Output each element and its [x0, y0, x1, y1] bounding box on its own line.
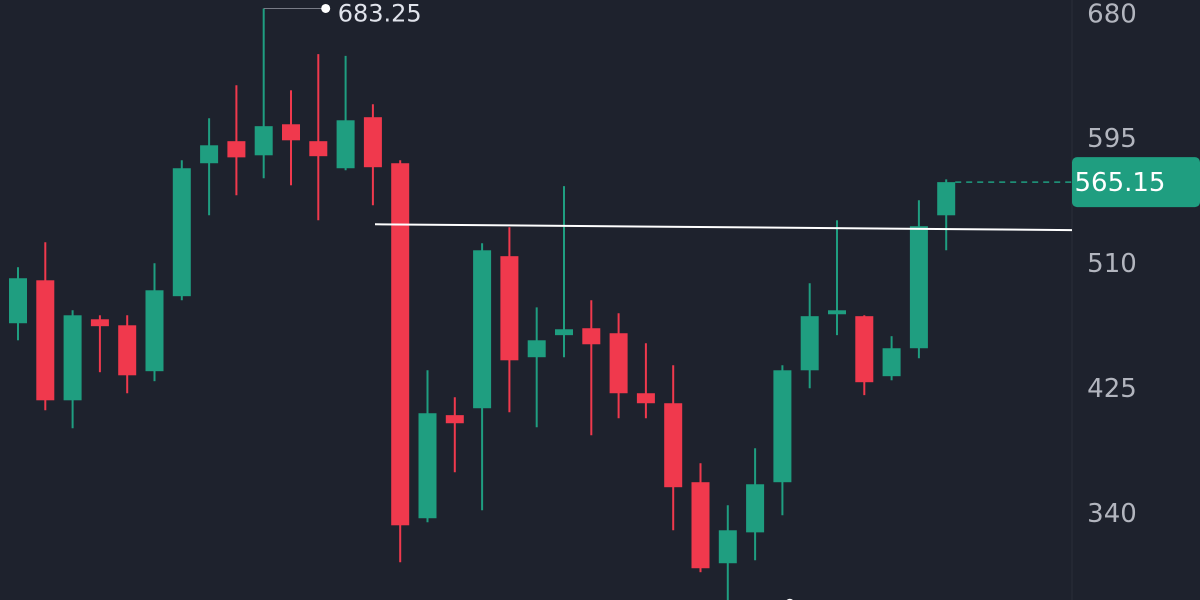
candle-body [527, 340, 546, 358]
candle-body [9, 278, 27, 324]
y-tick-label: 425 [1087, 374, 1137, 404]
candle-body [391, 163, 410, 526]
candle-body [800, 316, 819, 371]
last-price-label: 565.15 [1075, 168, 1166, 198]
candle-body [36, 280, 55, 401]
candle-body [609, 333, 628, 394]
candle-body [118, 325, 137, 376]
last-price-box [1072, 157, 1200, 208]
candle-body [882, 348, 901, 377]
candle-body [63, 315, 82, 401]
candle-body [473, 250, 492, 409]
candle-body [773, 370, 792, 483]
candle-body [664, 403, 683, 488]
candle-body [691, 482, 710, 569]
high-label: 683.25 [338, 0, 422, 27]
candle-body [418, 413, 437, 519]
candle-body [445, 415, 464, 424]
candle-body [200, 145, 219, 164]
candle-body [309, 141, 328, 157]
y-tick-label: 340 [1087, 499, 1137, 529]
candle-body [582, 328, 601, 345]
candle-body [855, 316, 874, 383]
trend-line [374, 223, 1073, 232]
candle-body [500, 256, 519, 361]
candle-body [254, 126, 273, 156]
candle-body [555, 329, 573, 336]
candle-body [145, 290, 164, 372]
y-tick-label: 510 [1087, 249, 1137, 279]
candle-body [828, 310, 846, 315]
candle-body [336, 120, 355, 169]
candle-body [937, 182, 956, 216]
candle-body [282, 124, 300, 141]
low-label: 278.80 [802, 596, 886, 600]
candle-body [227, 141, 246, 158]
y-tick-label: 595 [1087, 124, 1137, 154]
candle-body [90, 319, 109, 327]
candle-body [718, 530, 737, 564]
candle-body [363, 117, 382, 168]
candle-body [636, 393, 655, 404]
high-dot [321, 3, 331, 13]
candle-body [746, 484, 765, 533]
candle-body [909, 226, 928, 349]
y-tick-label: 680 [1087, 0, 1137, 29]
candle-body [172, 168, 191, 297]
